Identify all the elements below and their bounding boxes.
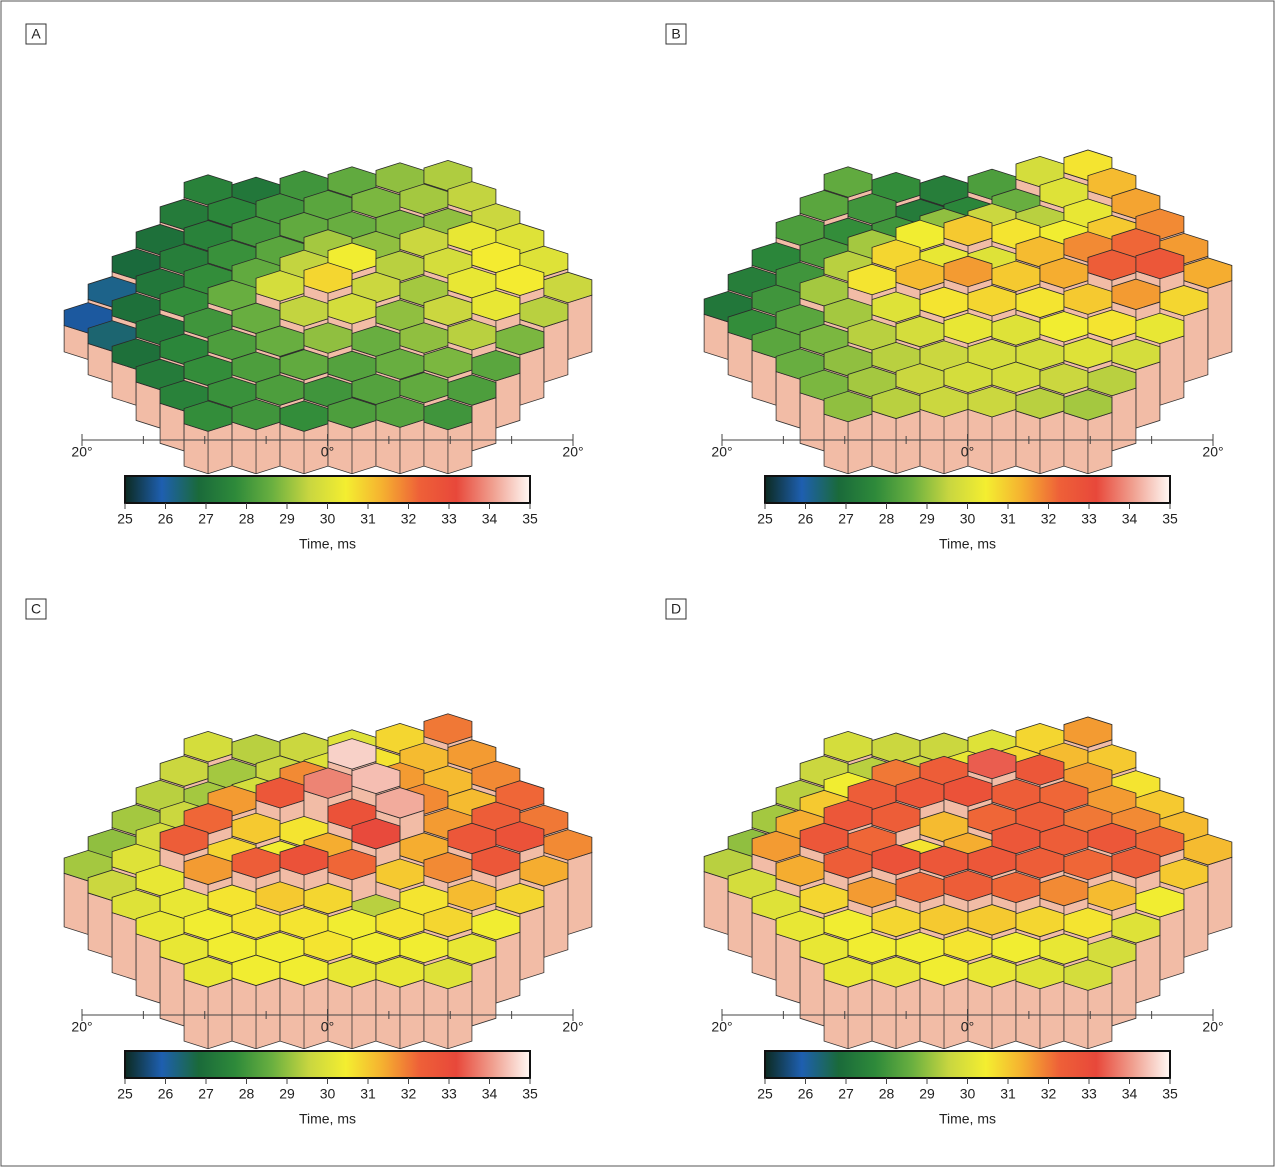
- x-tick-label: 0°: [961, 1019, 974, 1035]
- colorbar-label: Time, ms: [299, 536, 356, 552]
- hex-cell: [1064, 390, 1112, 474]
- colorbar-tick-label: 27: [838, 511, 854, 527]
- colorbar-tick-label: 31: [360, 511, 376, 527]
- colorbar-tick-label: 32: [401, 511, 417, 527]
- colorbar-tick-label: 32: [401, 1086, 417, 1102]
- colorbar-label: Time, ms: [939, 536, 996, 552]
- colorbar-tick-label: 33: [1081, 511, 1097, 527]
- hex-cell: [376, 397, 424, 474]
- x-tick-label: 20°: [71, 444, 92, 460]
- hex-cell: [968, 386, 1016, 473]
- colorbar-tick-label: 31: [1000, 1086, 1016, 1102]
- colorbar-label: Time, ms: [299, 1111, 356, 1127]
- colorbar-tick-label: 31: [1000, 511, 1016, 527]
- colorbar-tick-label: 32: [1041, 1086, 1057, 1102]
- colorbar-tick-label: 27: [198, 1086, 214, 1102]
- colorbar-tick-label: 35: [1162, 1086, 1178, 1102]
- panel-label: D: [671, 601, 681, 617]
- hex-cell: [968, 957, 1016, 1049]
- x-tick-label: 0°: [321, 444, 334, 460]
- hex-cell: [376, 957, 424, 1049]
- hex-cell: [280, 955, 328, 1049]
- x-tick-label: 20°: [562, 1019, 583, 1035]
- x-tick-label: 20°: [562, 444, 583, 460]
- x-tick-label: 20°: [1202, 444, 1223, 460]
- colorbar-tick-label: 26: [798, 511, 814, 527]
- colorbar-tick-label: 25: [757, 1086, 773, 1102]
- colorbar-tick-label: 25: [117, 1086, 133, 1102]
- hex-cell: [824, 957, 872, 1049]
- colorbar-tick-label: 35: [1162, 511, 1178, 527]
- colorbar-tick-label: 27: [838, 1086, 854, 1102]
- panel: A 20° 0° 20° 25 26 27 28 29 30 31 32 33 34 35 Time, ms: [26, 24, 592, 552]
- colorbar: [125, 476, 530, 503]
- x-tick-label: 0°: [321, 1019, 334, 1035]
- colorbar-tick-label: 27: [198, 511, 214, 527]
- colorbar: [765, 476, 1170, 503]
- x-tick-label: 20°: [71, 1019, 92, 1035]
- colorbar-tick-label: 28: [239, 1086, 255, 1102]
- hex-cell: [328, 957, 376, 1049]
- panel-label: C: [31, 601, 41, 617]
- hex-cell: [920, 955, 968, 1049]
- colorbar-tick-label: 29: [279, 1086, 295, 1102]
- colorbar-tick-label: 35: [522, 1086, 538, 1102]
- x-tick-label: 20°: [1202, 1019, 1223, 1035]
- hex-cell: [1064, 960, 1112, 1049]
- colorbar-tick-label: 30: [320, 511, 336, 527]
- panel-label: B: [671, 26, 680, 42]
- panel: B 20° 0° 20° 25 26 27 28 29 30 31 32 33 34 35 Time, ms: [666, 24, 1232, 552]
- colorbar-tick-label: 25: [117, 511, 133, 527]
- colorbar-tick-label: 28: [879, 511, 895, 527]
- colorbar-tick-label: 34: [482, 1086, 498, 1102]
- hex-cell: [1016, 388, 1064, 474]
- hex-cell: [280, 401, 328, 474]
- hex-cell: [424, 958, 472, 1048]
- hex-cell: [424, 399, 472, 473]
- page: A20°0°20°2526272829303132333435Time, msB…: [0, 0, 1275, 1167]
- colorbar-tick-label: 29: [919, 511, 935, 527]
- hex-cell: [872, 388, 920, 474]
- colorbar-tick-label: 25: [757, 511, 773, 527]
- hex-cell: [328, 398, 376, 474]
- colorbar-tick-label: 30: [960, 511, 976, 527]
- colorbar-tick-label: 33: [1081, 1086, 1097, 1102]
- colorbar: [765, 1051, 1170, 1078]
- colorbar-label: Time, ms: [939, 1111, 996, 1127]
- panel: D 20° 0° 20° 25 26 27 28 29 30 31 32 33 34 35 Time, ms: [666, 599, 1232, 1127]
- panel-label: A: [31, 26, 41, 42]
- colorbar-tick-label: 33: [441, 511, 457, 527]
- colorbar-tick-label: 35: [522, 511, 538, 527]
- hex-cell: [184, 401, 232, 474]
- hex-cell: [824, 391, 872, 473]
- colorbar-tick-label: 34: [1122, 511, 1138, 527]
- colorbar-tick-label: 30: [320, 1086, 336, 1102]
- colorbar-tick-label: 29: [279, 511, 295, 527]
- colorbar-tick-label: 32: [1041, 511, 1057, 527]
- hex-cell: [232, 955, 280, 1049]
- colorbar-tick-label: 34: [482, 511, 498, 527]
- colorbar-tick-label: 28: [879, 1086, 895, 1102]
- colorbar-tick-label: 30: [960, 1086, 976, 1102]
- x-tick-label: 0°: [961, 444, 974, 460]
- hex-cell: [872, 957, 920, 1049]
- colorbar-tick-label: 26: [798, 1086, 814, 1102]
- colorbar-tick-label: 26: [158, 1086, 174, 1102]
- hex-cell: [184, 957, 232, 1049]
- hex-cell: [920, 386, 968, 473]
- colorbar-tick-label: 26: [158, 511, 174, 527]
- colorbar-tick-label: 33: [441, 1086, 457, 1102]
- colorbar-tick-label: 34: [1122, 1086, 1138, 1102]
- colorbar-tick-label: 29: [919, 1086, 935, 1102]
- panel: C 20° 0° 20° 25 26 27 28 29 30 31 32 33 34 35 Time, ms: [26, 599, 592, 1127]
- colorbar-tick-label: 28: [239, 511, 255, 527]
- colorbar: [125, 1051, 530, 1078]
- colorbar-tick-label: 31: [360, 1086, 376, 1102]
- hex-cell: [1016, 958, 1064, 1048]
- hex-cell: [232, 399, 280, 473]
- x-tick-label: 20°: [711, 444, 732, 460]
- x-tick-label: 20°: [711, 1019, 732, 1035]
- figure: A20°0°20°2526272829303132333435Time, msB…: [0, 0, 1275, 1167]
